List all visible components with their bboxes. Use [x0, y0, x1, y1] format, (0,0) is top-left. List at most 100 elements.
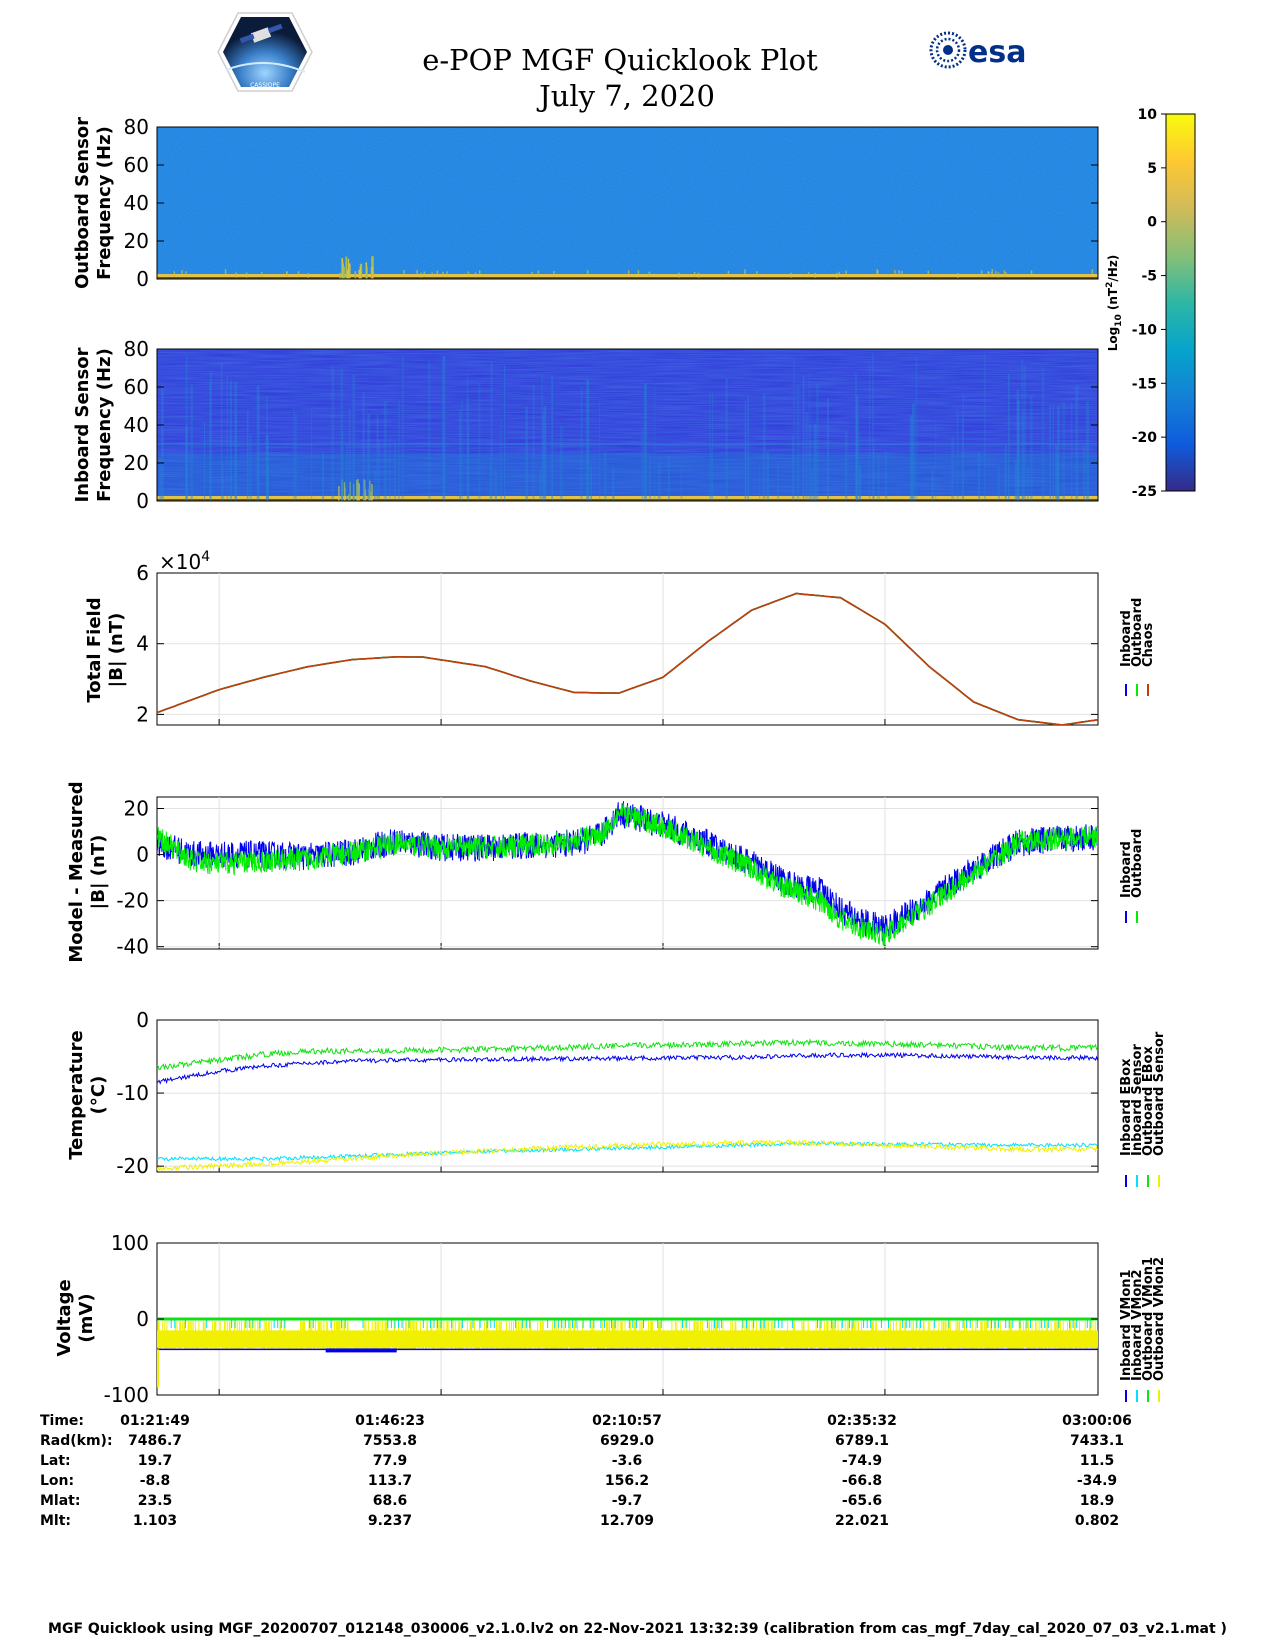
inboard-spectrogram-noise: [157, 349, 1098, 501]
y-tick-label: 60: [124, 375, 149, 399]
spectral-speckle: [648, 271, 651, 277]
spectral-streak: [827, 397, 829, 501]
temperature-panel: 0 -10 -20 Temperature (°C) Inboard EBoxInb…: [66, 1008, 1167, 1187]
spectral-speckle: [420, 272, 422, 278]
spectral-streak: [461, 398, 463, 501]
total-field-ylabel-2: |B| (nT): [106, 613, 127, 688]
model-measured-ylabel-1: Model - Measured: [66, 781, 87, 962]
series-inboard-ebox: [157, 1051, 1098, 1085]
spectral-streak: [604, 451, 607, 501]
y-tick-label: 20: [124, 797, 149, 821]
spectral-burst: [348, 494, 350, 501]
spectral-streak: [808, 373, 811, 501]
spectral-speckle: [807, 272, 810, 278]
spectral-speckle: [446, 271, 448, 277]
ephemeris-cell: 7433.1: [1070, 1433, 1124, 1449]
ephemeris-row-label: Time:: [40, 1413, 84, 1429]
y-tick-label: 6: [136, 561, 149, 585]
y-tick-label: 40: [124, 413, 149, 437]
spectral-speckle: [678, 272, 680, 278]
ephemeris-cell: 113.7: [368, 1473, 412, 1489]
spectral-streak: [256, 385, 260, 501]
spectral-streak: [599, 400, 601, 501]
spectral-speckle: [991, 269, 993, 275]
spectral-burst: [366, 267, 368, 279]
spectral-speckle: [423, 271, 426, 277]
spectral-streak: [331, 366, 335, 501]
colorbar-gradient: [1165, 113, 1196, 492]
spectral-streak: [1014, 460, 1017, 501]
spectral-speckle: [416, 269, 418, 275]
y-tick-label: 0: [136, 267, 149, 291]
ephemeris-table: Time: Rad(km): Lat: Lon: Mlat: Mlt: 01:21:49 74…: [40, 1413, 1132, 1529]
ephemeris-cell: -74.9: [842, 1453, 882, 1469]
spectral-streak: [1007, 373, 1010, 501]
spectral-streak: [230, 380, 232, 501]
spectral-streak: [478, 382, 481, 501]
legend-label: Outboard Sensor: [1152, 1031, 1167, 1156]
spectral-speckle: [995, 270, 997, 276]
spectral-speckle: [372, 272, 375, 278]
spectral-streak: [792, 436, 794, 501]
zero-hz-band: [157, 277, 1098, 279]
spectral-streak: [612, 466, 615, 501]
spectral-streak: [935, 421, 937, 501]
spectral-streak: [185, 356, 188, 501]
spectral-speckle: [980, 270, 983, 276]
legend-label: Inboard Sensor: [1130, 1044, 1145, 1156]
spectral-streak: [961, 417, 964, 501]
spectral-streak: [668, 455, 670, 501]
ephemeris-cell: -65.6: [842, 1493, 882, 1509]
spectral-streak: [747, 396, 749, 501]
spectral-speckle: [988, 271, 990, 277]
spectral-streak: [265, 434, 269, 501]
ephemeris-cell: -66.8: [842, 1473, 882, 1489]
spectral-streak: [868, 361, 871, 501]
spectral-streak: [190, 384, 193, 501]
spectral-speckle: [431, 272, 433, 278]
spectral-streak: [185, 425, 189, 501]
spectral-streak: [542, 413, 545, 501]
spectral-streak: [226, 375, 229, 501]
spectral-streak: [397, 400, 400, 501]
spectral-streak: [1004, 445, 1007, 501]
spectral-streak: [346, 443, 348, 501]
ephemeris-cell: 7486.7: [128, 1433, 182, 1449]
temperature-ylabel-2: (°C): [88, 1076, 109, 1115]
ephemeris-cell: 156.2: [605, 1473, 649, 1489]
spectral-streak: [759, 463, 761, 501]
spectral-burst: [363, 480, 366, 501]
spectral-speckle: [224, 269, 227, 275]
spectral-streak: [249, 433, 252, 501]
spectral-speckle: [836, 272, 838, 278]
spectral-streak: [811, 468, 814, 501]
spectral-burst: [357, 482, 359, 501]
ephemeris-cell: -9.7: [612, 1493, 643, 1509]
legend-label: Outboard EBox: [1141, 1046, 1156, 1156]
spectral-streak: [805, 411, 808, 501]
spectral-streak: [504, 365, 506, 501]
spectral-streak: [1057, 406, 1060, 501]
spectral-streak: [983, 354, 986, 501]
spectral-streak: [376, 415, 379, 501]
legend-label: Outboard: [1130, 829, 1145, 898]
series-outboard-sensor: [157, 1138, 1098, 1172]
legend-label: Outboard VMon1: [1141, 1257, 1156, 1381]
spectral-streak: [643, 383, 647, 501]
spectral-streak: [762, 393, 766, 501]
y-tick-label: 60: [124, 153, 149, 177]
spectral-speckle: [898, 270, 900, 276]
spectral-streak: [872, 352, 874, 501]
spectral-burst: [358, 269, 360, 279]
outboard-spectrogram-noise: [157, 127, 1098, 279]
spectral-streak: [1071, 402, 1073, 501]
spectral-streak: [802, 374, 805, 501]
spectral-streak: [160, 384, 164, 501]
spectral-speckle: [1091, 269, 1094, 275]
inboard-vmon1-dip: [325, 1348, 397, 1353]
spectral-streak: [203, 422, 206, 501]
ephemeris-cell: 11.5: [1080, 1453, 1115, 1469]
legend-label: Inboard: [1119, 610, 1134, 667]
spectral-speckle: [553, 270, 555, 276]
series-outboard: [157, 802, 1098, 947]
